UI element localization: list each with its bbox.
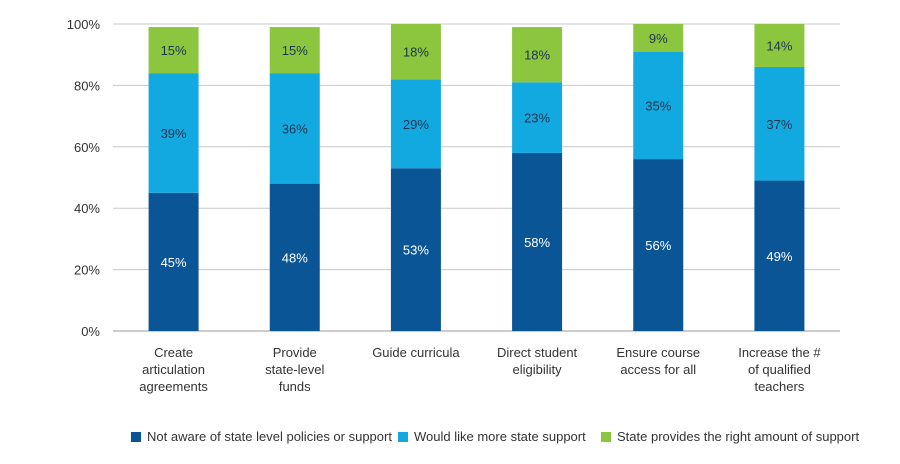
bars: 45% 39% 15% 48% 36% 15% 53% 29% 18% 58% 23% 18% 56% 3… bbox=[148, 24, 805, 331]
bar-segment bbox=[269, 27, 320, 74]
data-label: 23% bbox=[524, 111, 550, 126]
legend-swatch-more-support bbox=[398, 431, 408, 442]
bar-segment bbox=[390, 79, 441, 169]
x-tick-label: Direct student eligibility bbox=[497, 345, 578, 377]
legend-item-more-support: Would like more state support bbox=[398, 429, 586, 444]
bar-segment bbox=[633, 24, 684, 52]
data-label: 29% bbox=[403, 117, 429, 132]
data-label: 37% bbox=[766, 117, 792, 132]
legend-swatch-right-amount bbox=[601, 431, 611, 442]
bar-segment bbox=[754, 180, 805, 331]
y-tick-label: 0% bbox=[81, 324, 100, 339]
data-label: 36% bbox=[282, 121, 308, 136]
data-label: 49% bbox=[766, 249, 792, 264]
data-label: 58% bbox=[524, 235, 550, 250]
y-axis: 0% 20% 40% 60% 80% 100% bbox=[67, 17, 101, 339]
x-tick-label: Guide curricula bbox=[372, 345, 460, 360]
data-label: 18% bbox=[403, 45, 429, 60]
legend-item-right-amount: State provides the right amount of suppo… bbox=[601, 429, 859, 444]
legend-label-right-amount: State provides the right amount of suppo… bbox=[617, 429, 860, 444]
legend-label-not-aware: Not aware of state level policies or sup… bbox=[147, 429, 392, 444]
y-tick-label: 40% bbox=[74, 201, 100, 216]
bar-segment bbox=[269, 73, 320, 184]
x-axis: Create articulation agreements Provide state… bbox=[139, 345, 821, 394]
bar-segment bbox=[754, 24, 805, 67]
data-label: 35% bbox=[645, 98, 671, 113]
legend: Not aware of state level policies or sup… bbox=[0, 429, 900, 449]
bar-segment bbox=[633, 51, 684, 160]
x-tick-label: Provide state-level funds bbox=[265, 345, 324, 394]
bar-segment bbox=[512, 82, 563, 153]
bar-segment bbox=[269, 183, 320, 331]
data-label: 15% bbox=[282, 43, 308, 58]
data-label: 53% bbox=[403, 243, 429, 258]
data-label: 56% bbox=[645, 238, 671, 253]
bar-segment bbox=[148, 192, 199, 331]
data-label: 9% bbox=[649, 31, 668, 46]
data-label: 18% bbox=[524, 48, 550, 63]
bar-segment bbox=[633, 159, 684, 331]
legend-label-more-support: Would like more state support bbox=[414, 429, 586, 444]
legend-item-not-aware: Not aware of state level policies or sup… bbox=[131, 429, 392, 444]
y-tick-label: 80% bbox=[74, 78, 100, 93]
bar-segment bbox=[148, 27, 199, 74]
bar-segment bbox=[512, 152, 563, 331]
data-label: 39% bbox=[161, 126, 187, 141]
x-tick-label: Increase the # of qualified teachers bbox=[738, 345, 821, 394]
legend-swatch-not-aware bbox=[131, 431, 141, 442]
data-label: 15% bbox=[161, 43, 187, 58]
data-label: 45% bbox=[161, 255, 187, 270]
bar-segment bbox=[390, 168, 441, 331]
x-tick-label: Ensure course access for all bbox=[616, 345, 700, 377]
bar-segment bbox=[390, 24, 441, 80]
y-tick-label: 20% bbox=[74, 263, 100, 278]
data-label: 48% bbox=[282, 250, 308, 265]
bar-segment bbox=[148, 73, 199, 193]
bar-segment bbox=[512, 27, 563, 83]
y-tick-label: 60% bbox=[74, 140, 100, 155]
bar-segment bbox=[754, 66, 805, 181]
x-tick-label: Create articulation agreements bbox=[139, 345, 208, 394]
data-label: 14% bbox=[766, 38, 792, 53]
y-tick-label: 100% bbox=[67, 17, 101, 32]
gridlines bbox=[113, 23, 840, 332]
